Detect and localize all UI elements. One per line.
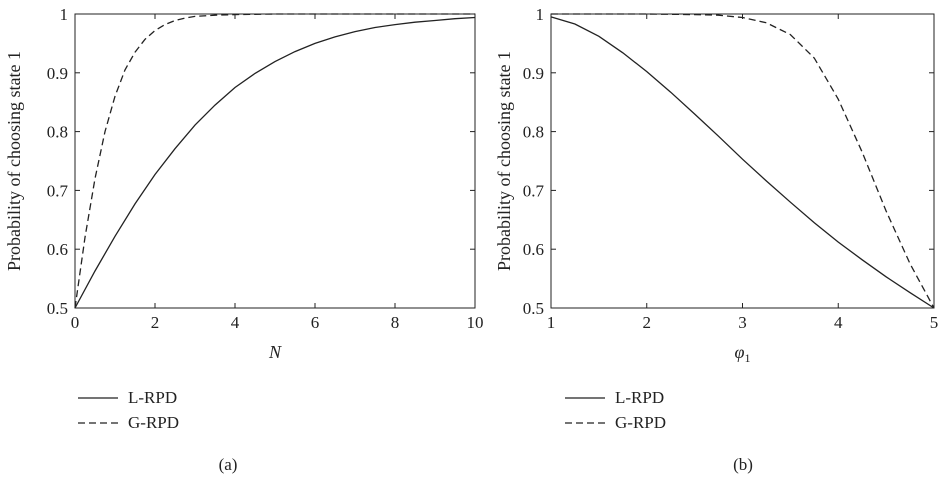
x-tick-label: 5 (930, 313, 939, 332)
legend-label-l-rpd: L-RPD (615, 388, 664, 407)
y-tick-label: 0.9 (523, 64, 544, 83)
plot-frame (550, 13, 935, 309)
x-tick-label: 3 (738, 313, 747, 332)
x-axis-label-subscript: 1 (744, 351, 750, 365)
y-tick-label: 0.5 (47, 299, 68, 318)
y-tick-label: 0.8 (47, 123, 68, 142)
y-tick-label: 1 (60, 5, 69, 24)
series-line-g-rpd (74, 13, 475, 309)
legend: L-RPD G-RPD (565, 388, 666, 432)
plot-frame (74, 13, 476, 309)
legend-label-g-rpd: G-RPD (615, 413, 666, 432)
x-tick-label: 2 (643, 313, 652, 332)
x-tick-label: 1 (547, 313, 556, 332)
legend: L-RPD G-RPD (78, 388, 179, 432)
legend-label-l-rpd: L-RPD (128, 388, 177, 407)
y-axis-label: Probability of choosing state 1 (494, 51, 514, 271)
y-tick-label: 0.6 (47, 240, 68, 259)
legend-label-g-rpd: G-RPD (128, 413, 179, 432)
x-tick-label: 8 (391, 313, 400, 332)
y-tick-label: 0.7 (523, 181, 545, 200)
y-tick-label: 0.5 (523, 299, 544, 318)
y-axis-label: Probability of choosing state 1 (4, 51, 24, 271)
chart-panel-a: 0 2 4 6 8 10 0.5 0.6 0.7 0.8 0.9 1 N Probability of c… (4, 5, 484, 474)
y-tick-label: 0.7 (47, 181, 69, 200)
x-tick-label: 6 (311, 313, 320, 332)
x-tick-label: 4 (834, 313, 843, 332)
series-line-l-rpd (74, 16, 476, 309)
x-tick-label: 0 (71, 313, 80, 332)
x-tick-label: 10 (467, 313, 484, 332)
series-line-g-rpd (551, 13, 935, 309)
x-axis-label: φ1 (735, 342, 751, 365)
x-tick-label: 2 (151, 313, 160, 332)
panel-caption: (b) (733, 455, 753, 474)
y-tick-label: 1 (536, 5, 545, 24)
x-axis-label: N (268, 342, 282, 362)
panel-caption: (a) (219, 455, 238, 474)
y-tick-label: 0.8 (523, 123, 544, 142)
y-tick-label: 0.9 (47, 64, 68, 83)
y-tick-label: 0.6 (523, 240, 544, 259)
series-line-l-rpd (550, 16, 935, 309)
x-axis-label-text: φ (735, 342, 745, 362)
x-tick-label: 4 (231, 313, 240, 332)
x-axis-label-text: N (268, 342, 282, 362)
